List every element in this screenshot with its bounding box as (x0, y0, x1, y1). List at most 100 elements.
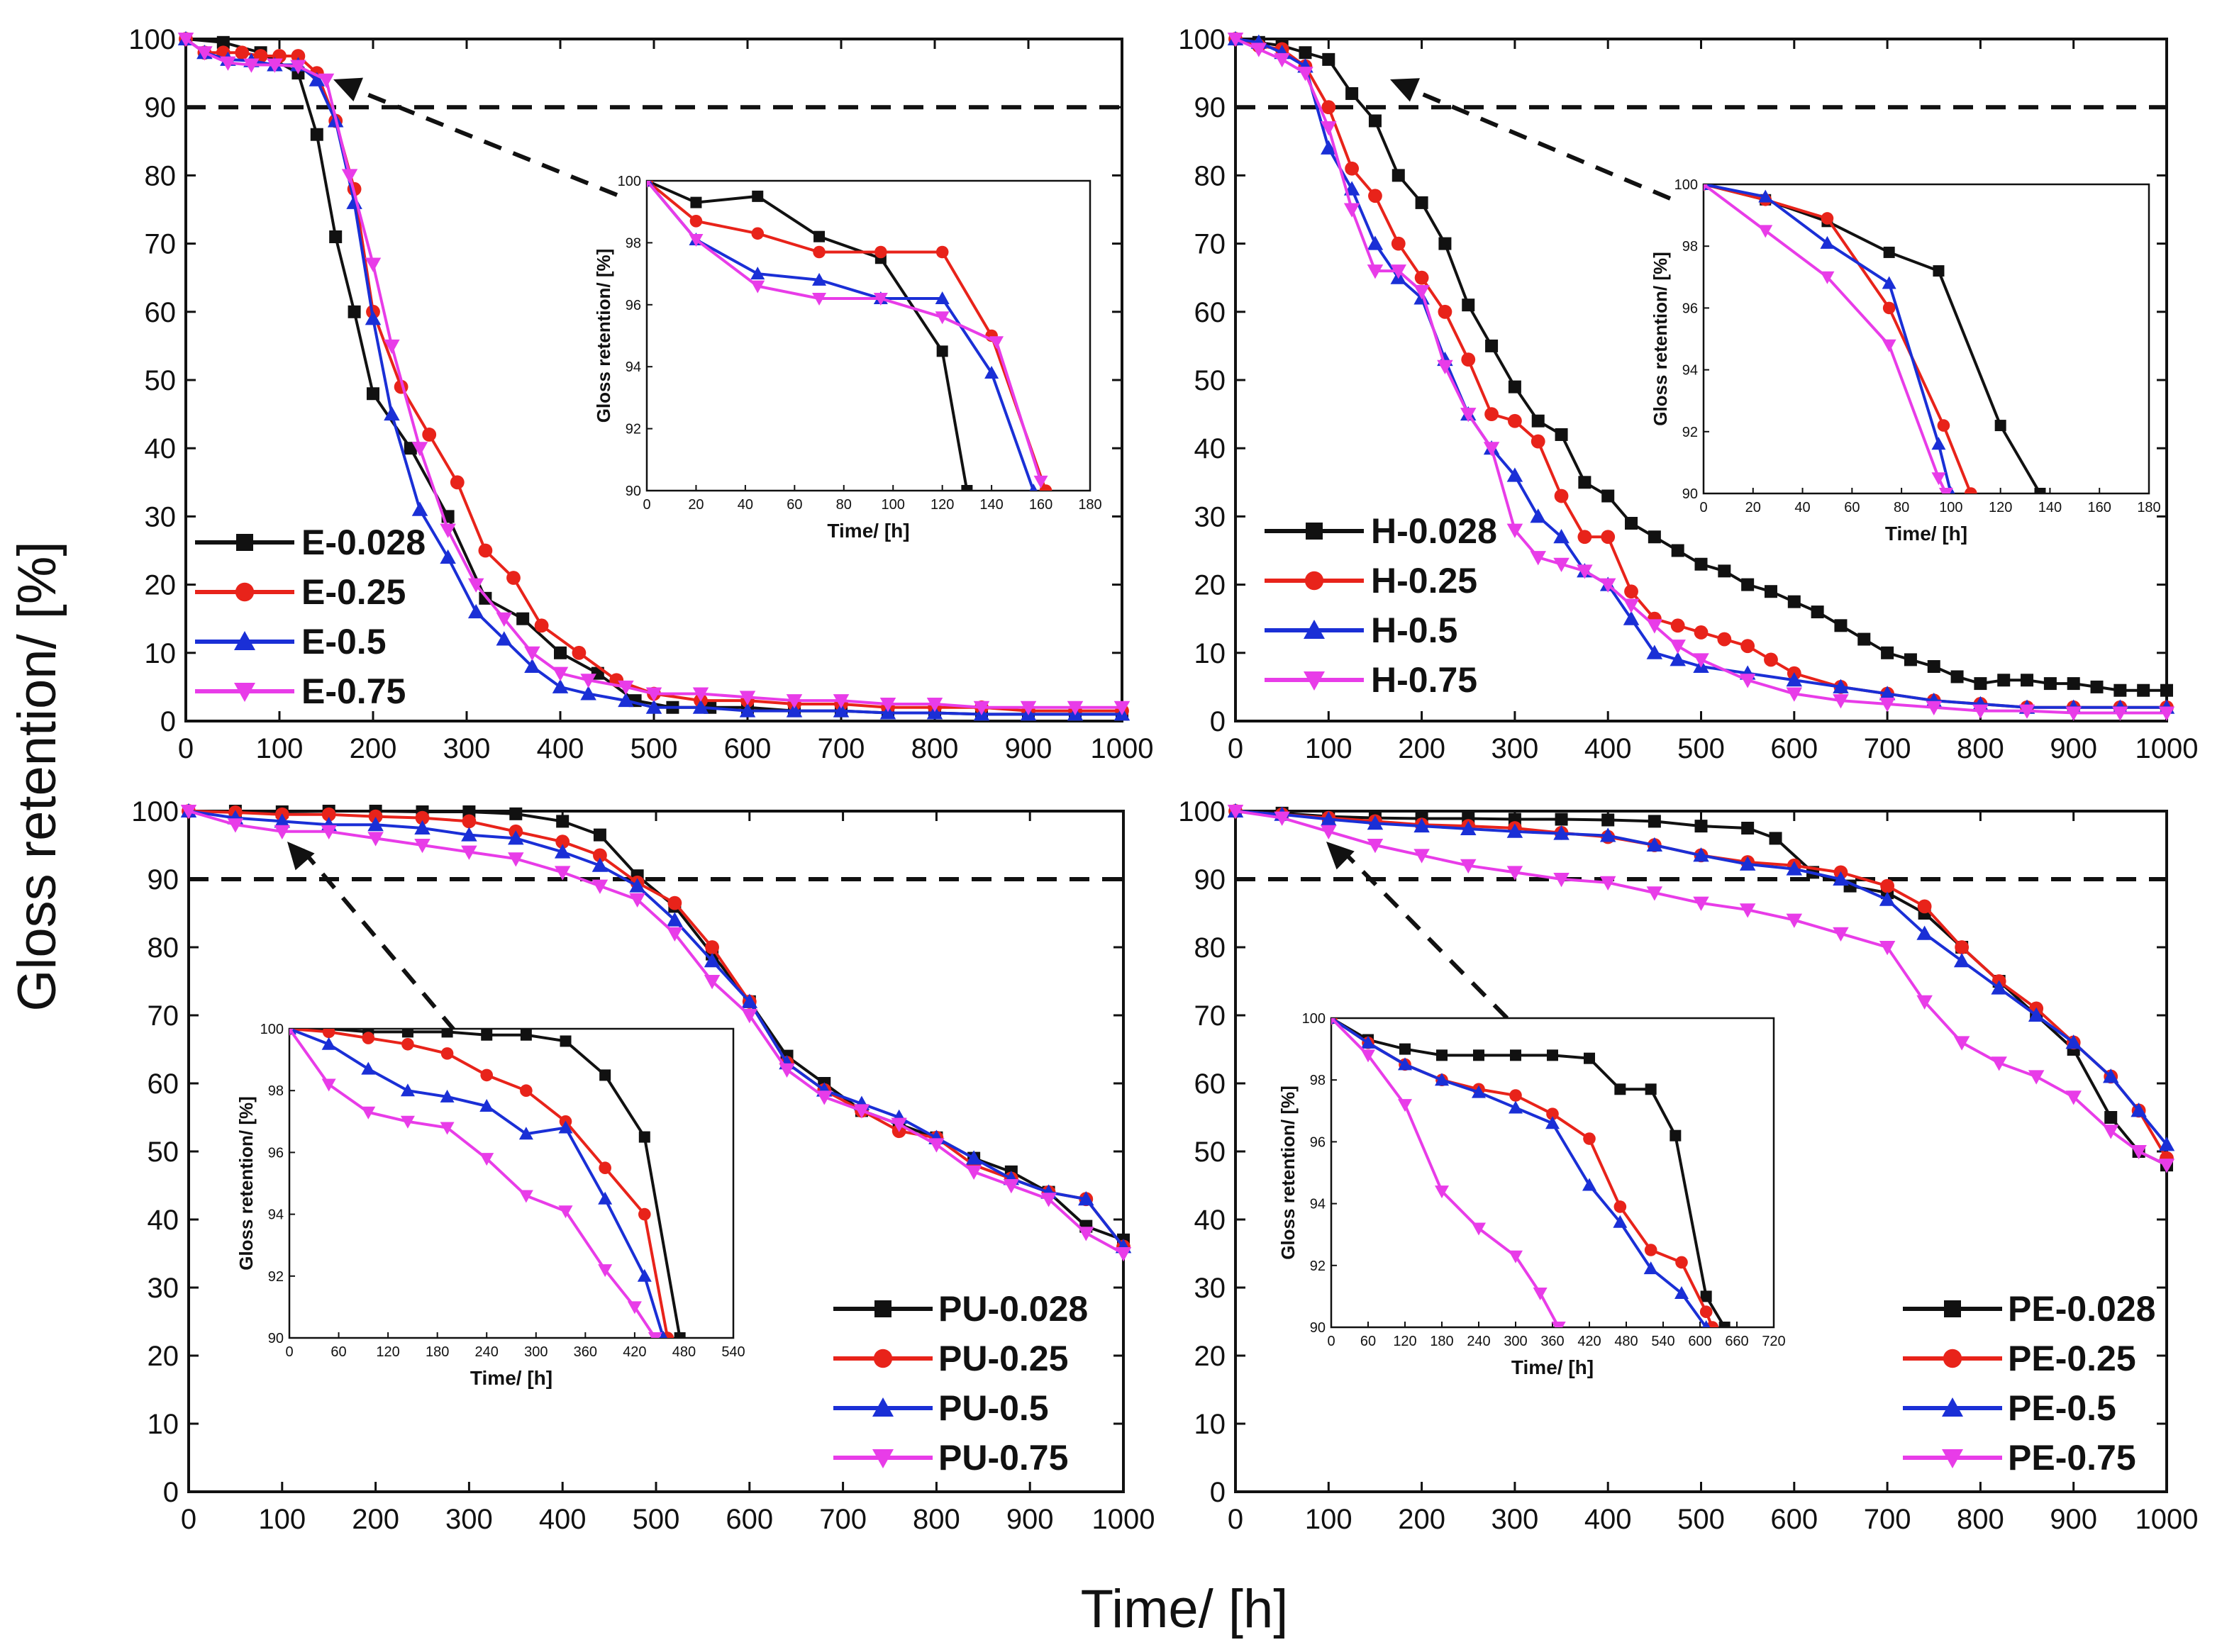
data-point-PE-0.75 (1991, 1056, 2007, 1071)
y-tick-label: 70 (145, 229, 177, 260)
inset-x-tick-label: 480 (1614, 1334, 1638, 1349)
data-point-PE-0.5 (1739, 856, 1756, 871)
data-point-H-0.75 (1367, 264, 1384, 279)
data-point-E-0.75 (365, 257, 382, 272)
inset-x-tick-label: 180 (2137, 500, 2160, 515)
inset-data-point-PE-0.75 (1509, 1250, 1523, 1263)
data-point-H-0.25 (1694, 625, 1709, 640)
x-tick-label: 0 (178, 733, 194, 764)
data-point-PU-0.5 (367, 816, 384, 832)
data-point-H-0.75 (1553, 557, 1570, 572)
data-point-H-0.75 (1739, 674, 1756, 688)
data-point-PU-0.75 (667, 927, 683, 942)
data-point-PE-0.5 (1460, 820, 1477, 835)
data-point-H-0.028 (1345, 86, 1359, 100)
inset-y-tick-label: 96 (1682, 301, 1698, 316)
inset-data-point-PU-0.028 (441, 1029, 453, 1038)
data-point-E-0.028 (367, 387, 379, 401)
inset-x-tick-label: 0 (1699, 500, 1707, 515)
x-tick-label: 1000 (1092, 1504, 1155, 1535)
data-point-H-0.028 (1694, 557, 1708, 571)
legend-marker-PU-0.25 (873, 1349, 893, 1368)
inset-data-point-PU-0.75 (627, 1301, 642, 1315)
inset-data-point-PU-0.5 (659, 1331, 668, 1338)
data-point-H-0.028 (1648, 530, 1661, 544)
inset-data-point-PE-0.5 (1545, 1116, 1560, 1129)
inset-data-point-PE-0.25 (1613, 1200, 1627, 1213)
data-point-PE-0.5 (1693, 847, 1709, 862)
inset-chart: 0 20 40 60 80 100 120 140 160 180 90 92 94 96 98 100 Tim… (593, 174, 1102, 542)
inset-x-tick-label: 240 (1467, 1334, 1490, 1349)
data-point-H-0.5 (1553, 529, 1570, 544)
x-tick-label: 200 (1398, 733, 1445, 764)
inset-data-point-PU-0.25 (401, 1038, 414, 1051)
y-tick-label: 40 (148, 1205, 179, 1236)
inset-data-point-E-0.5 (1029, 484, 1038, 491)
inset-data-point-H-0.25 (1965, 487, 1977, 493)
inset-x-tick-label: 120 (376, 1344, 399, 1360)
data-point-H-0.028 (1950, 670, 1964, 683)
inset-x-tick-label: 40 (1794, 500, 1810, 515)
data-point-H-0.5 (1506, 467, 1523, 482)
inset-data-point-PU-0.75 (289, 1029, 294, 1036)
data-point-H-0.5 (1367, 235, 1384, 250)
data-point-E-0.028 (310, 128, 323, 141)
data-point-E-0.75 (411, 442, 428, 457)
data-point-PE-0.75 (1553, 873, 1570, 888)
legend-marker-PE-0.5 (1942, 1397, 1963, 1417)
data-point-PE-0.75 (1953, 1036, 1970, 1051)
data-point-PE-0.5 (1367, 815, 1384, 830)
inset-data-point-PE-0.25 (1509, 1089, 1522, 1102)
y-tick-label: 10 (148, 1409, 179, 1440)
inset-data-point-PE-0.028 (1700, 1290, 1712, 1302)
inset-ylabel: Gloss retention/ [%] (1277, 1085, 1299, 1260)
inset-data-point-H-0.5 (1820, 235, 1835, 249)
legend-label-E-0.75: E-0.75 (301, 671, 406, 711)
data-point-E-0.75 (341, 169, 358, 184)
y-tick-label: 50 (1194, 365, 1226, 396)
inset-x-tick-label: 300 (1504, 1334, 1527, 1349)
inset-y-tick-label: 96 (626, 298, 641, 313)
callout-arrow-head (1326, 842, 1355, 870)
inset-data-point-E-0.028 (752, 190, 764, 202)
inset-data-point-PE-0.028 (1547, 1049, 1558, 1061)
data-point-E-0.25 (534, 618, 549, 633)
data-point-H-0.028 (1927, 660, 1940, 674)
inset-xlabel: Time/ [h] (1511, 1356, 1594, 1378)
data-point-E-0.75 (177, 33, 194, 48)
inset-data-point-PU-0.75 (598, 1264, 613, 1278)
data-point-PU-0.5 (508, 830, 524, 845)
data-point-E-0.5 (618, 692, 634, 708)
data-point-PE-0.75 (2102, 1124, 2119, 1139)
data-point-H-0.028 (1508, 380, 1521, 394)
data-point-E-0.25 (235, 45, 250, 60)
data-point-H-0.75 (2158, 706, 2175, 721)
x-tick-label: 900 (1005, 733, 1052, 764)
inset-data-point-E-0.75 (812, 293, 827, 306)
inset-x-tick-label: 240 (475, 1344, 499, 1360)
data-point-H-0.25 (1414, 270, 1429, 285)
inset-x-tick-label: 0 (285, 1344, 293, 1360)
x-tick-label: 900 (2050, 1504, 2097, 1535)
data-point-PU-0.25 (415, 810, 430, 825)
y-tick-label: 100 (1178, 796, 1226, 827)
inset-y-tick-label: 98 (626, 235, 641, 251)
y-tick-label: 100 (128, 24, 176, 55)
inset-data-point-E-0.25 (1039, 484, 1052, 491)
data-point-E-0.75 (879, 697, 896, 713)
data-point-PE-0.75 (1227, 805, 1244, 820)
data-point-E-0.25 (478, 543, 493, 558)
inset-data-point-E-0.25 (751, 227, 765, 240)
x-tick-label: 500 (631, 733, 678, 764)
data-point-E-0.028 (516, 612, 530, 625)
data-point-PE-0.75 (1693, 896, 1709, 911)
inset-x-tick-label: 120 (1989, 500, 2012, 515)
legend-marker-H-0.25 (1304, 571, 1324, 591)
data-point-E-0.25 (422, 428, 437, 442)
data-point-E-0.75 (618, 680, 634, 696)
x-tick-label: 300 (1491, 1504, 1539, 1535)
data-point-E-0.75 (318, 73, 335, 88)
data-point-E-0.5 (496, 631, 513, 646)
data-point-E-0.75 (1067, 701, 1084, 716)
x-tick-label: 200 (1398, 1504, 1445, 1535)
